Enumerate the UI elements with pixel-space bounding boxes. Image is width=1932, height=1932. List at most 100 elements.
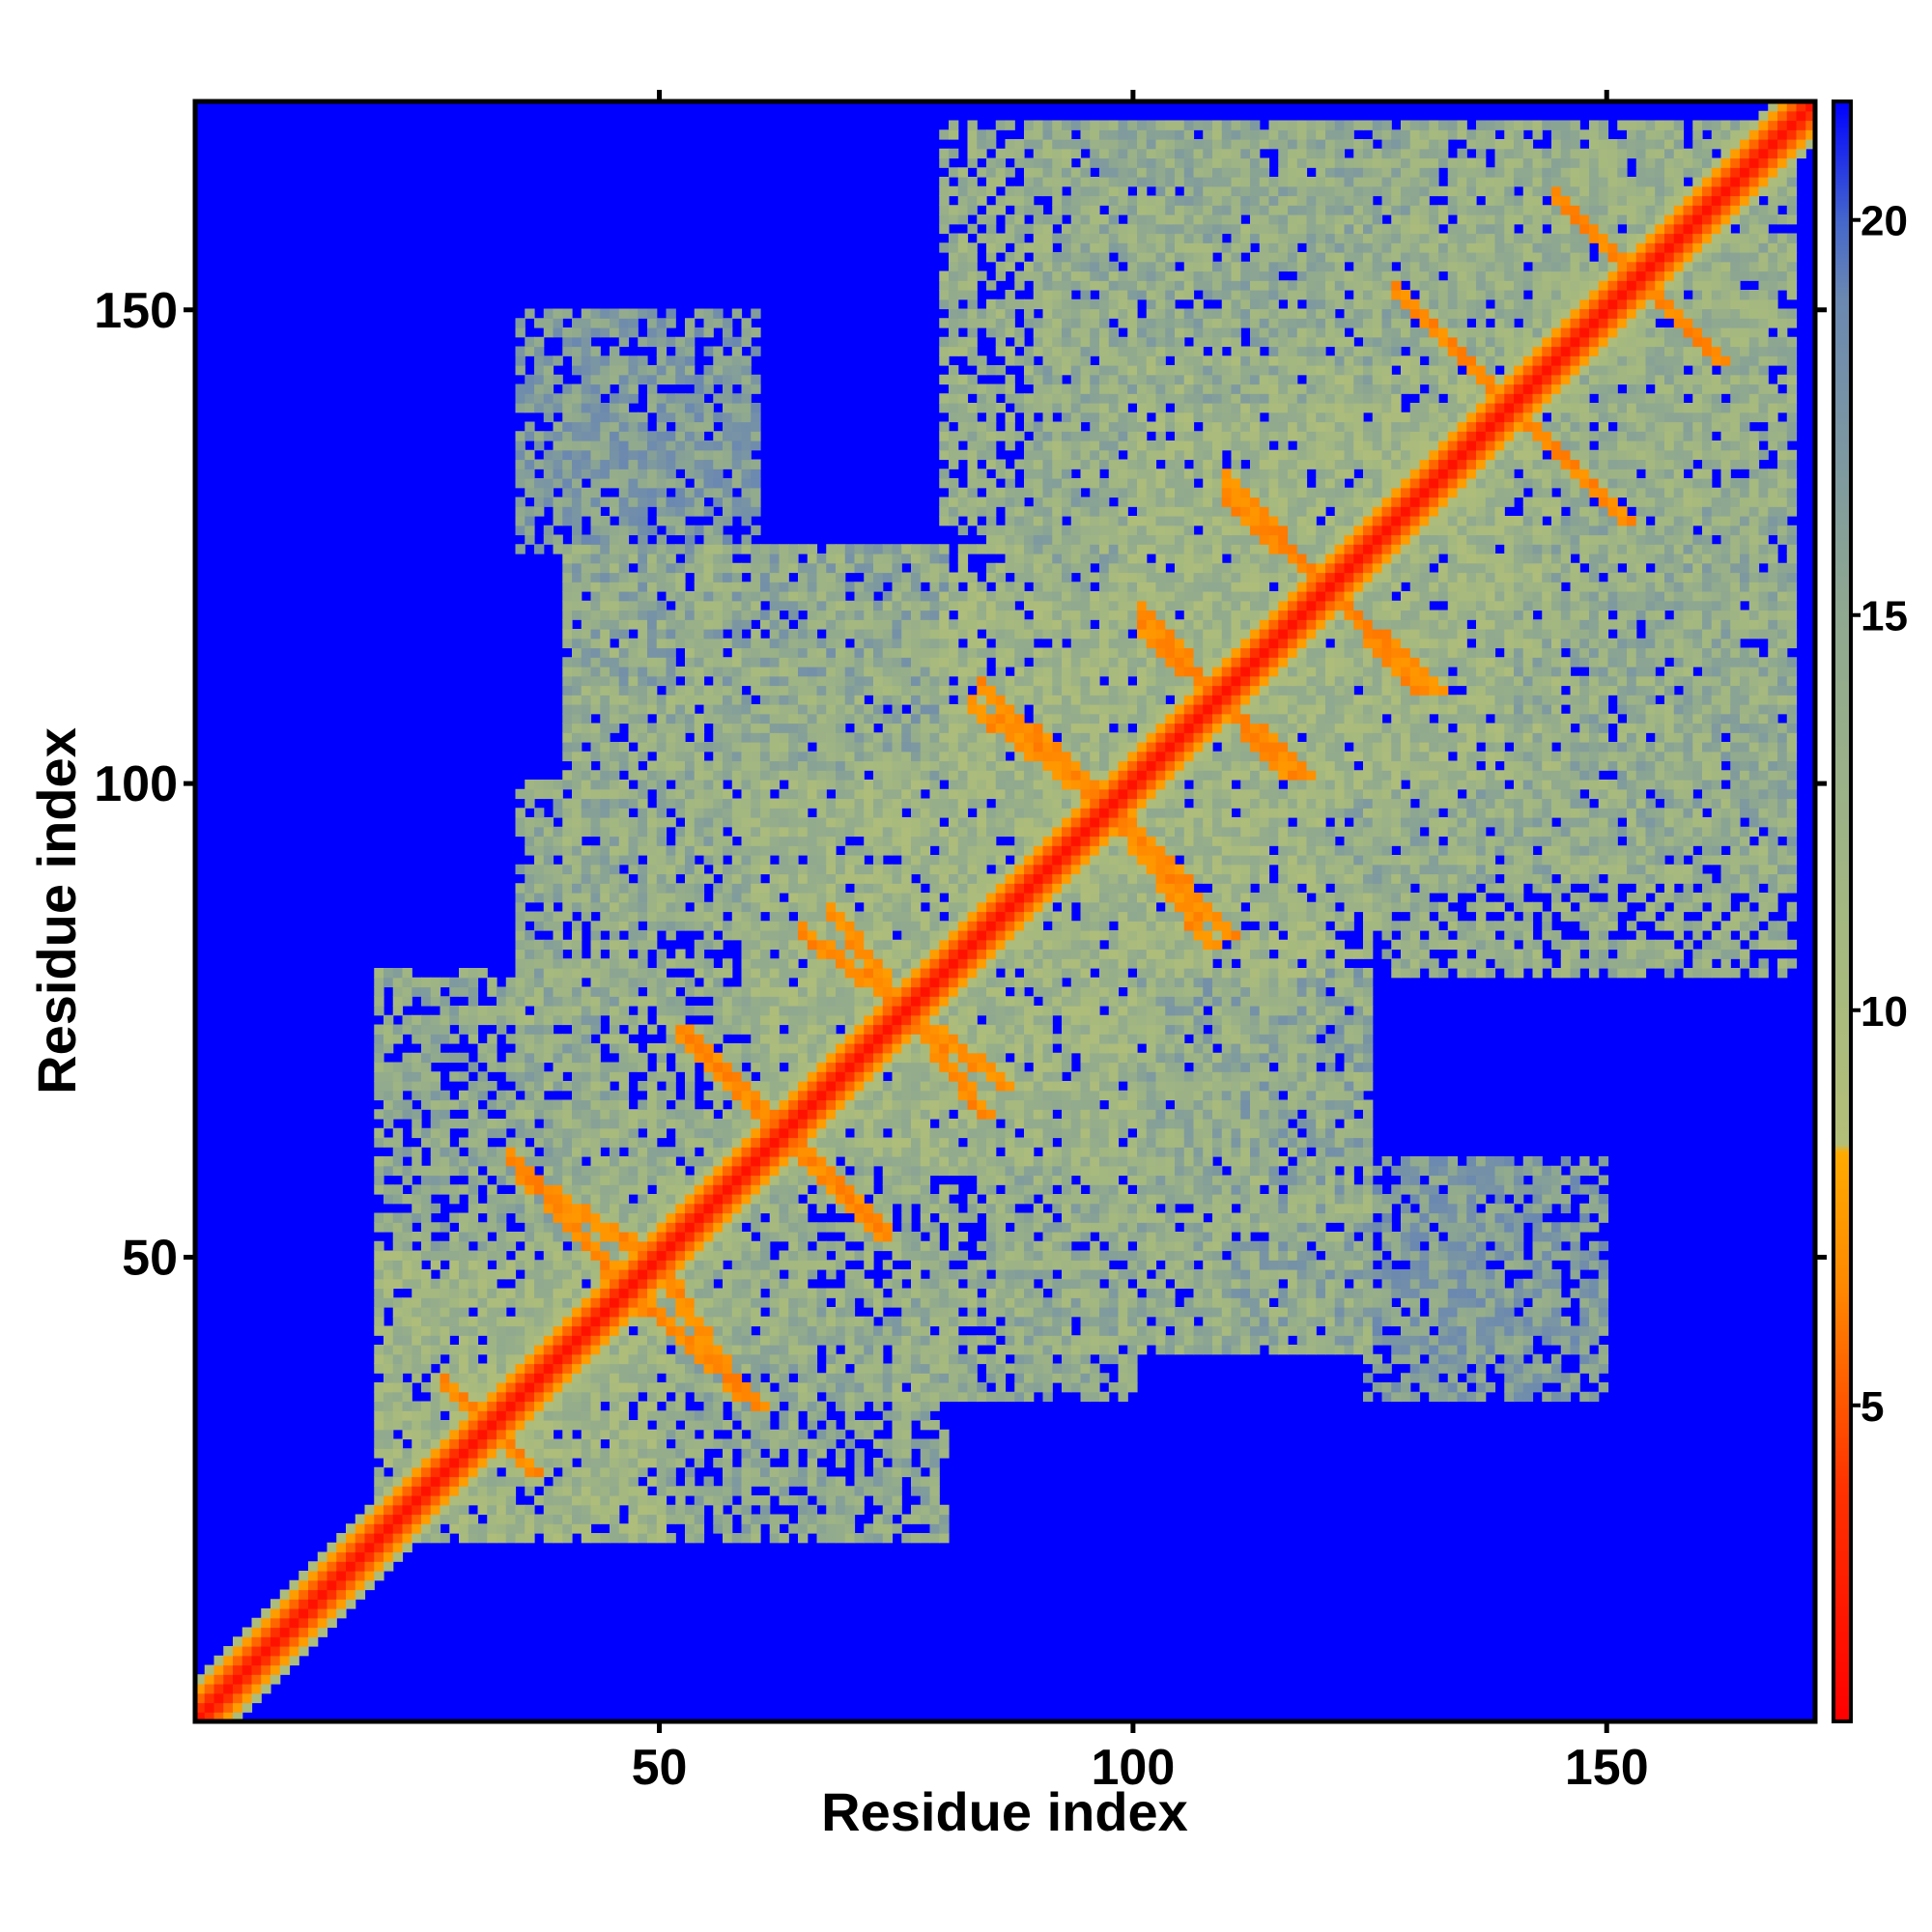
heatmap-cell xyxy=(242,1684,253,1694)
heatmap-cell xyxy=(836,544,846,554)
heatmap-cell xyxy=(836,582,846,592)
heatmap-cell xyxy=(816,1373,827,1383)
heatmap-cell xyxy=(505,1448,517,1459)
heatmap-cell xyxy=(731,751,743,762)
heatmap-cell xyxy=(751,883,761,894)
heatmap-cell xyxy=(751,939,761,951)
heatmap-cell xyxy=(731,629,743,639)
heatmap-cell xyxy=(769,1006,781,1016)
heatmap-cell xyxy=(562,1203,573,1214)
heatmap-cell xyxy=(610,365,620,376)
heatmap-cell xyxy=(760,657,771,668)
heatmap-cell xyxy=(543,1147,554,1157)
heatmap-cell xyxy=(854,657,865,668)
heatmap-cell xyxy=(656,713,668,724)
heatmap-cell xyxy=(675,1137,686,1148)
heatmap-cell xyxy=(816,901,827,913)
heatmap-cell xyxy=(666,554,676,564)
heatmap-cell xyxy=(826,855,837,866)
heatmap-cell xyxy=(779,667,789,677)
heatmap-cell xyxy=(270,1627,281,1637)
heatmap-cell xyxy=(751,478,761,489)
heatmap-cell xyxy=(685,845,696,856)
heatmap-cell xyxy=(600,1212,611,1223)
heatmap-cell xyxy=(864,1165,874,1177)
heatmap-cell xyxy=(779,1316,789,1327)
heatmap-cell xyxy=(581,638,592,649)
heatmap-cell xyxy=(628,1288,639,1298)
heatmap-cell xyxy=(656,986,668,997)
heatmap-cell xyxy=(610,873,620,884)
heatmap-cell xyxy=(600,647,611,658)
heatmap-cell xyxy=(534,1269,545,1280)
heatmap-cell xyxy=(703,534,714,545)
heatmap-cell xyxy=(694,1006,705,1016)
heatmap-cell xyxy=(600,1090,611,1101)
heatmap-cell xyxy=(468,1081,479,1092)
heatmap-cell xyxy=(647,1156,658,1167)
heatmap-cell xyxy=(779,713,789,724)
heatmap-cell xyxy=(713,1269,724,1280)
heatmap-cell xyxy=(468,1090,479,1101)
heatmap-cell xyxy=(685,600,696,611)
heatmap-cell xyxy=(788,780,799,790)
heatmap-cell xyxy=(769,1269,781,1280)
heatmap-cell xyxy=(798,1250,809,1261)
heatmap-cell xyxy=(798,1014,809,1026)
heatmap-cell xyxy=(807,1297,818,1308)
heatmap-cell xyxy=(647,600,658,611)
heatmap-cell xyxy=(600,1514,611,1524)
heatmap-cell xyxy=(685,1222,696,1233)
heatmap-cell xyxy=(638,544,648,554)
heatmap-cell xyxy=(477,1476,488,1487)
heatmap-cell xyxy=(618,647,630,658)
heatmap-cell xyxy=(468,1429,479,1440)
heatmap-cell xyxy=(534,1184,545,1195)
heatmap-cell xyxy=(656,355,668,366)
heatmap-cell xyxy=(638,657,648,668)
heatmap-cell xyxy=(562,1307,573,1318)
heatmap-cell xyxy=(656,1090,668,1101)
heatmap-cell xyxy=(798,1071,809,1082)
heatmap-cell xyxy=(534,1316,545,1327)
heatmap-cell xyxy=(685,1325,696,1336)
heatmap-cell xyxy=(421,1363,432,1374)
heatmap-cell xyxy=(477,1156,488,1167)
heatmap-cell xyxy=(402,1250,412,1261)
heatmap-cell xyxy=(525,459,535,469)
heatmap-cell xyxy=(628,619,639,630)
heatmap-cell xyxy=(638,893,648,903)
heatmap-cell xyxy=(618,1222,630,1233)
heatmap-cell xyxy=(760,808,771,818)
heatmap-cell xyxy=(610,1006,620,1016)
heatmap-cell xyxy=(562,487,573,498)
heatmap-cell xyxy=(873,855,884,866)
heatmap-cell xyxy=(590,1203,601,1214)
heatmap-cell xyxy=(779,836,789,846)
heatmap-cell xyxy=(581,582,592,592)
heatmap-cell xyxy=(769,1081,781,1092)
heatmap-cell xyxy=(723,695,733,705)
heatmap-cell xyxy=(534,845,545,856)
heatmap-cell xyxy=(610,355,620,366)
heatmap-cell xyxy=(656,1382,668,1393)
heatmap-cell xyxy=(656,600,668,611)
heatmap-cell xyxy=(449,1504,460,1516)
heatmap-cell xyxy=(694,911,705,922)
heatmap-cell xyxy=(723,600,733,611)
heatmap-cell xyxy=(826,1288,837,1298)
heatmap-cell xyxy=(289,1655,299,1666)
heatmap-cell xyxy=(374,1043,384,1054)
heatmap-cell xyxy=(760,647,771,658)
heatmap-cell xyxy=(769,1345,781,1355)
heatmap-cell xyxy=(666,695,676,705)
heatmap-cell xyxy=(534,1109,545,1120)
heatmap-cell xyxy=(562,1363,573,1374)
heatmap-cell xyxy=(562,704,573,715)
heatmap-cell xyxy=(675,921,686,931)
heatmap-cell xyxy=(798,572,809,582)
heatmap-cell xyxy=(327,1617,337,1629)
heatmap-cell xyxy=(638,808,648,818)
heatmap-cell xyxy=(392,1099,404,1110)
heatmap-cell xyxy=(731,704,743,715)
